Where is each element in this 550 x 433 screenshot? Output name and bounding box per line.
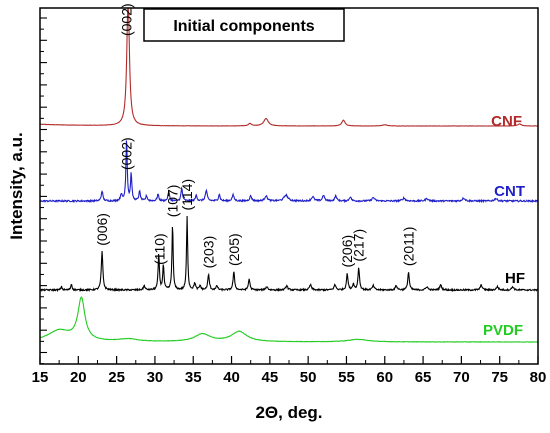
x-tick-label: 50 — [300, 369, 317, 386]
peak-label: (107) — [165, 185, 181, 218]
peak-label: (002) — [119, 3, 135, 36]
x-tick-label: 80 — [530, 369, 547, 386]
series-label-hf: HF — [505, 270, 525, 287]
labels-layer: CNF CNT HF PVDF — [483, 113, 525, 339]
chart-title-box: Initial components — [143, 8, 345, 42]
series-layer — [39, 8, 539, 343]
annotations-layer: (002) (002) (006) (110) (107)(114) (203) (205)… — [94, 3, 416, 268]
peak-label: (203) — [201, 236, 217, 269]
series-line-hf — [39, 215, 539, 293]
y-axis-title: Intensity, a.u. — [7, 132, 26, 239]
x-tick-label: 15 — [32, 369, 49, 386]
x-tick-label: 55 — [338, 369, 355, 386]
x-tick-label: 35 — [185, 369, 202, 386]
series-line-cnf — [39, 8, 538, 127]
peak-label: (2011) — [401, 227, 417, 266]
peak-label: (110) — [152, 233, 168, 265]
series-line-pvdf — [39, 296, 539, 343]
peak-label: (206) — [339, 235, 355, 268]
series-label-cnf: CNF — [491, 113, 522, 130]
peak-label: (002) — [119, 137, 135, 170]
peak-label: (114) — [179, 179, 195, 211]
plot-frame — [39, 7, 539, 365]
x-tick-label: 75 — [491, 369, 508, 386]
series-line-cnt — [39, 140, 539, 204]
x-axis-title: 2Θ, deg. — [255, 403, 322, 422]
x-tick-label: 30 — [147, 369, 164, 386]
peak-label: (006) — [94, 213, 110, 246]
x-tick-label: 60 — [376, 369, 393, 386]
x-tick-label: 25 — [108, 369, 125, 386]
peak-label: (217) — [351, 229, 367, 262]
chart-title: Initial components — [173, 18, 314, 35]
peak-label: (205) — [226, 233, 242, 266]
x-tick-label: 65 — [415, 369, 432, 386]
x-tick-label: 40 — [223, 369, 240, 386]
series-label-pvdf: PVDF — [483, 322, 523, 339]
chart-title-frame — [143, 8, 345, 42]
series-label-cnt: CNT — [494, 183, 525, 200]
x-tick-label: 45 — [262, 369, 279, 386]
x-tick-label: 20 — [70, 369, 87, 386]
ticks-layer: 15 20 25 30 35 40 45 50 55 60 65 70 75 80 — [32, 17, 547, 386]
x-tick-label: 70 — [453, 369, 470, 386]
